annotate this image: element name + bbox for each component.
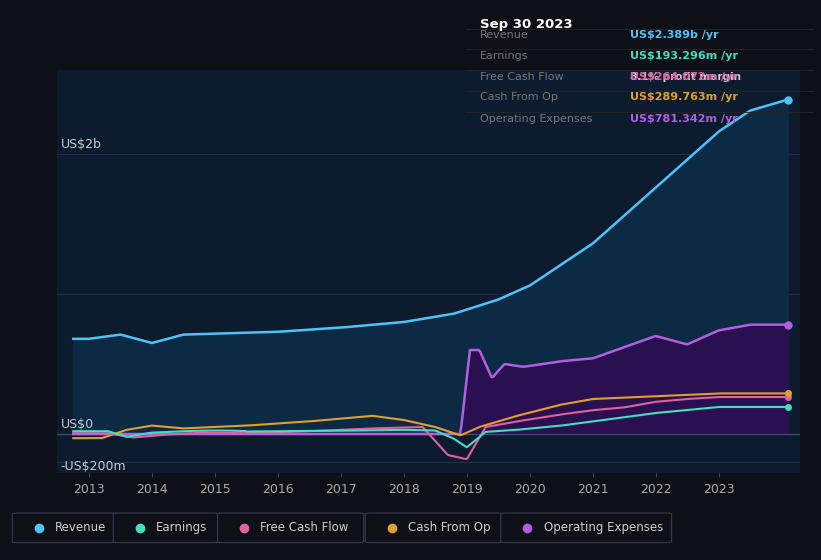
- Text: 8.1% profit margin: 8.1% profit margin: [630, 72, 741, 82]
- Text: Sep 30 2023: Sep 30 2023: [480, 17, 573, 31]
- Text: US$289.763m /yr: US$289.763m /yr: [630, 92, 737, 102]
- Text: Earnings: Earnings: [156, 521, 208, 534]
- Text: Free Cash Flow: Free Cash Flow: [260, 521, 349, 534]
- Text: US$781.342m /yr: US$781.342m /yr: [630, 114, 737, 124]
- Text: US$264.072m /yr: US$264.072m /yr: [630, 72, 737, 82]
- Text: Free Cash Flow: Free Cash Flow: [480, 72, 564, 82]
- Text: US$193.296m /yr: US$193.296m /yr: [630, 50, 737, 60]
- FancyBboxPatch shape: [12, 513, 117, 543]
- FancyBboxPatch shape: [501, 513, 672, 543]
- Text: Cash From Op: Cash From Op: [480, 92, 558, 102]
- Text: US$2.389b /yr: US$2.389b /yr: [630, 30, 718, 40]
- Text: US$2b: US$2b: [61, 138, 102, 151]
- FancyBboxPatch shape: [218, 513, 364, 543]
- Text: Operating Expenses: Operating Expenses: [480, 114, 593, 124]
- Text: -US$200m: -US$200m: [61, 460, 126, 473]
- Text: US$0: US$0: [61, 418, 94, 431]
- FancyBboxPatch shape: [113, 513, 218, 543]
- Text: Revenue: Revenue: [480, 30, 529, 40]
- FancyBboxPatch shape: [365, 513, 503, 543]
- Text: Revenue: Revenue: [55, 521, 107, 534]
- Text: Earnings: Earnings: [480, 50, 529, 60]
- Text: Cash From Op: Cash From Op: [408, 521, 490, 534]
- Text: Operating Expenses: Operating Expenses: [544, 521, 663, 534]
